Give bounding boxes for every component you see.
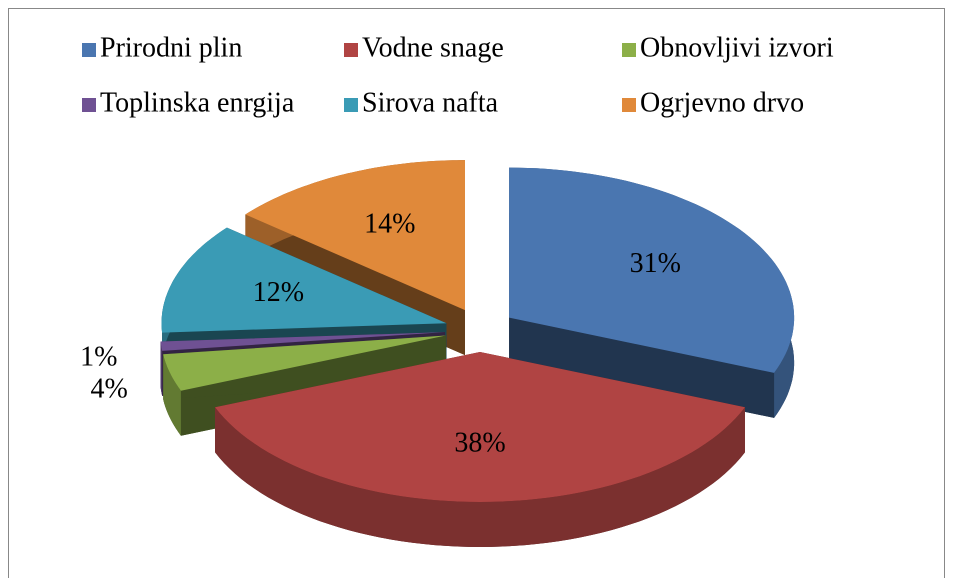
- slice: [163, 335, 446, 391]
- slice-group: [215, 352, 745, 547]
- slice: [245, 160, 465, 311]
- slice-group: [509, 167, 795, 418]
- data-label: 4%: [90, 373, 127, 404]
- data-label: 38%: [454, 427, 505, 458]
- legend-label: Obnovljivi izvori: [640, 32, 834, 63]
- legend-swatch: [344, 98, 358, 112]
- legend-label: Vodne snage: [362, 32, 504, 63]
- slice: [215, 352, 745, 502]
- legend-swatch: [622, 98, 636, 112]
- legend-label: Sirova nafta: [362, 87, 499, 118]
- slice-wall: [509, 317, 775, 418]
- data-label: 1%: [80, 342, 117, 373]
- data-label: 31%: [630, 248, 681, 279]
- legend-swatch: [82, 98, 96, 112]
- data-label: 12%: [253, 277, 304, 308]
- slice: [161, 227, 447, 333]
- slice: [160, 332, 445, 351]
- legend-label: Toplinska enrgija: [100, 87, 295, 118]
- slice-side: [163, 354, 181, 436]
- legend-swatch: [82, 43, 96, 57]
- slice-side: [160, 341, 163, 396]
- legend-swatch: [344, 43, 358, 57]
- data-label: 14%: [364, 208, 415, 239]
- slice-side: [215, 407, 745, 547]
- legend-label: Prirodni plin: [100, 32, 242, 63]
- slice: [509, 167, 795, 373]
- legend-label: Ogrjevno drvo: [640, 87, 804, 118]
- legend-swatch: [622, 43, 636, 57]
